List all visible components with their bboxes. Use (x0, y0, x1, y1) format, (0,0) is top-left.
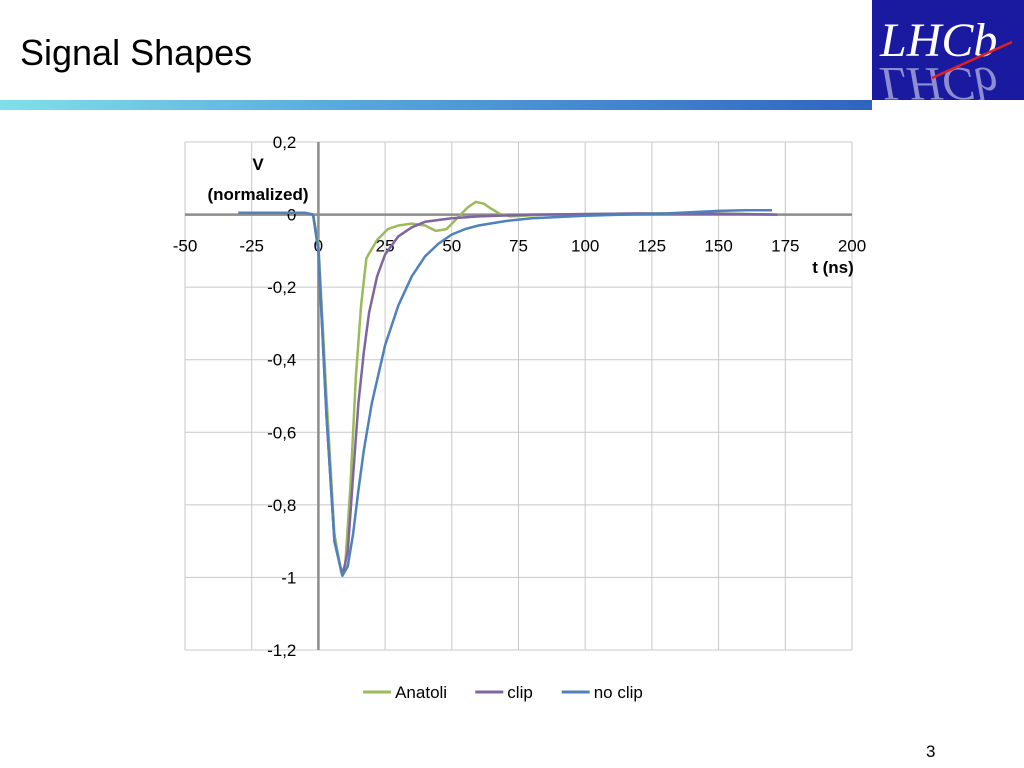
x-tick-label: 150 (704, 237, 732, 256)
chart-axis-titles: V (normalized) t (ns) (207, 155, 853, 277)
x-tick-label: 25 (376, 237, 395, 256)
y-tick-label: -0,4 (267, 351, 296, 370)
x-tick-label: -50 (173, 237, 198, 256)
x-tick-label: 125 (638, 237, 666, 256)
slide-title: Signal Shapes (20, 32, 253, 73)
page-number: 3 (926, 742, 936, 761)
x-tick-label: 100 (571, 237, 599, 256)
legend-label-no-clip: no clip (594, 683, 643, 702)
lhcb-logo: LHCb LHCb (872, 0, 1024, 100)
y-tick-label: -0,8 (267, 496, 296, 515)
chart-grid (184, 141, 853, 651)
y-tick-label: -1,2 (267, 641, 296, 660)
chart-series (238, 200, 778, 577)
chart-legend: Anatoli clip no clip (363, 683, 643, 702)
x-tick-label: 75 (509, 237, 528, 256)
y-tick-label: -0,2 (267, 278, 296, 297)
lhcb-logo-reflection: LHCb (879, 57, 997, 100)
y-tick-label: 0 (287, 206, 296, 225)
y-axis-title-line-2: (normalized) (207, 185, 308, 204)
x-axis-title: t (ns) (812, 258, 854, 277)
title-accent-rule (0, 100, 872, 110)
x-tick-label: 50 (442, 237, 461, 256)
x-tick-label: -25 (239, 237, 264, 256)
series-line-no-clip (238, 208, 772, 577)
y-tick-label: -1 (281, 568, 296, 587)
x-tick-label: 175 (771, 237, 799, 256)
y-tick-label: -0,6 (267, 423, 296, 442)
x-tick-label: 200 (838, 237, 866, 256)
legend-label-anatoli: Anatoli (395, 683, 447, 702)
y-axis-title-line-1: V (252, 155, 264, 174)
lhcb-logo-swoosh (931, 40, 1013, 80)
y-tick-label: 0,2 (273, 133, 297, 152)
legend-label-clip: clip (507, 683, 533, 702)
lhcb-logo-graphic: LHCb LHCb (879, 14, 1013, 100)
